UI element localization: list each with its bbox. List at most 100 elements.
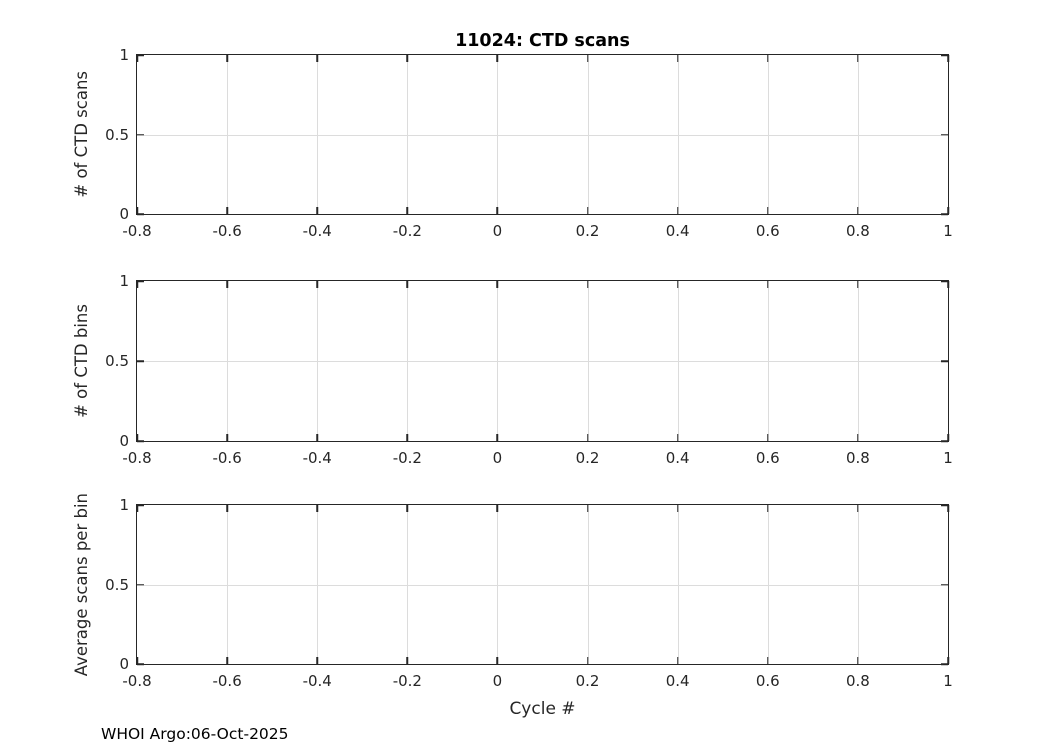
- x-axis-tick-top: [857, 281, 859, 288]
- plot-area-ctd-scans: -0.8 -0.6 -0.4 -0.2 0 0.2 0.4 0.6 0.8 1 0 0.5 1: [105, 46, 953, 240]
- x-axis-tick-top: [406, 55, 409, 62]
- plot-area-avg-scans: -0.8 -0.6 -0.4 -0.2 0 0.2 0.4 0.6 0.8 1 0 0.5 1: [105, 496, 953, 690]
- x-axis-tick-top: [316, 505, 318, 512]
- x-axis-tick-top: [226, 281, 228, 288]
- x-tick-label: 0.8: [845, 672, 870, 690]
- y-axis-label-avg-scans: Average scans per bin: [71, 492, 91, 677]
- y-axis-label-ctd-scans: # of CTD scans: [71, 71, 91, 198]
- x-axis-tick-top: [947, 281, 949, 288]
- x-axis-tick-bottom: [496, 657, 499, 664]
- x-axis-tick-bottom: [406, 207, 409, 214]
- x-tick-label: -0.8: [122, 672, 152, 690]
- x-tick-label: 0.6: [755, 672, 780, 690]
- x-axis-tick-top: [676, 281, 679, 288]
- x-axis-tick-top: [136, 505, 138, 512]
- x-axis-tick-bottom: [676, 434, 679, 441]
- x-axis-tick-top: [767, 281, 769, 288]
- x-axis-tick-bottom: [767, 207, 769, 214]
- x-axis-tick-top: [676, 55, 679, 62]
- x-axis-tick-top: [406, 281, 409, 288]
- y-axis-tick-right: [941, 663, 948, 665]
- y-axis-tick-left: [137, 133, 144, 136]
- y-tick-label: 0.5: [105, 352, 129, 370]
- x-tick-label: 0.6: [755, 222, 780, 240]
- x-axis-tick-bottom: [857, 207, 859, 214]
- y-axis-label-wrap: # of CTD bins: [68, 280, 94, 442]
- y-axis-tick-left: [137, 663, 144, 665]
- x-axis-tick-top: [496, 281, 499, 288]
- y-axis-tick-left: [137, 504, 144, 506]
- x-axis-label: Cycle #: [509, 699, 576, 719]
- x-tick-label: -0.8: [122, 449, 152, 467]
- x-axis-tick-top: [406, 505, 409, 512]
- x-axis-tick-bottom: [226, 434, 228, 441]
- x-tick-label: -0.4: [302, 222, 332, 240]
- y-tick-label: 1: [119, 496, 129, 514]
- y-axis-tick-right: [941, 54, 948, 56]
- x-axis-tick-bottom: [586, 657, 589, 664]
- x-tick-label: 1: [943, 222, 953, 240]
- x-tick-label: -0.6: [212, 672, 242, 690]
- x-axis-tick-top: [136, 281, 138, 288]
- x-tick-label: 0.6: [755, 449, 780, 467]
- x-axis-tick-top: [496, 505, 499, 512]
- x-axis-tick-top: [676, 505, 679, 512]
- x-tick-label: -0.6: [212, 222, 242, 240]
- x-axis-tick-bottom: [586, 434, 589, 441]
- x-tick-label: -0.2: [392, 222, 422, 240]
- x-tick-label: 0.2: [575, 672, 600, 690]
- x-axis-tick-top: [226, 505, 228, 512]
- y-axis-label-wrap: # of CTD scans: [68, 54, 94, 215]
- x-tick-label: 0.8: [845, 449, 870, 467]
- x-axis-tick-bottom: [226, 207, 228, 214]
- gridline-horizontal: [137, 584, 948, 586]
- y-axis-tick-left: [137, 440, 144, 442]
- x-axis-tick-top: [496, 55, 499, 62]
- y-axis-tick-right: [941, 133, 948, 136]
- y-axis-tick-left: [137, 583, 144, 586]
- x-axis-tick-bottom: [316, 207, 318, 214]
- y-axis-tick-left: [137, 280, 144, 282]
- x-tick-label: 0.2: [575, 222, 600, 240]
- x-axis-tick-bottom: [586, 207, 589, 214]
- x-tick-label: 0: [492, 449, 503, 467]
- y-axis-tick-right: [941, 504, 948, 506]
- y-tick-label: 0: [119, 205, 129, 223]
- x-axis-tick-bottom: [947, 657, 949, 664]
- y-axis-tick-right: [941, 280, 948, 282]
- y-tick-label: 0: [119, 655, 129, 673]
- x-axis-tick-top: [857, 505, 859, 512]
- y-tick-label: 1: [119, 46, 129, 64]
- x-tick-label: 0: [492, 672, 503, 690]
- x-axis-tick-top: [767, 505, 769, 512]
- y-tick-label: 0.5: [105, 575, 129, 594]
- plot-area-ctd-bins: -0.8 -0.6 -0.4 -0.2 0 0.2 0.4 0.6 0.8 1 0 0.5 1: [105, 272, 953, 467]
- y-tick-label: 0.5: [105, 125, 129, 144]
- x-tick-label: -0.8: [122, 222, 152, 240]
- x-tick-label: 0.8: [845, 222, 870, 240]
- y-axis-label-ctd-bins: # of CTD bins: [71, 304, 91, 418]
- x-axis-tick-top: [586, 55, 589, 62]
- y-axis-tick-left: [137, 360, 144, 362]
- x-tick-label: 1: [943, 449, 953, 467]
- y-axis-tick-right: [941, 583, 948, 586]
- x-axis-tick-bottom: [767, 434, 769, 441]
- x-tick-label: -0.2: [392, 449, 422, 467]
- y-axis-tick-right: [941, 360, 948, 362]
- x-tick-label: 0.4: [665, 449, 690, 467]
- x-axis-tick-top: [226, 55, 228, 62]
- x-tick-label: 0.4: [665, 222, 690, 240]
- x-tick-label: -0.6: [212, 449, 242, 467]
- x-tick-label: -0.2: [392, 672, 422, 690]
- x-tick-label: 1: [943, 672, 953, 690]
- x-axis-tick-top: [767, 55, 769, 62]
- x-axis-tick-top: [316, 55, 318, 62]
- x-axis-tick-bottom: [136, 657, 138, 664]
- x-axis-tick-top: [947, 55, 949, 62]
- subplot-avg-scans: Average scans per bin -0.8 -0.6 -0.4 -0.2 0 0…: [0, 493, 1050, 690]
- x-axis-tick-top: [857, 55, 859, 62]
- x-axis-tick-bottom: [406, 434, 409, 441]
- x-axis-tick-bottom: [496, 207, 499, 214]
- x-axis-tick-bottom: [857, 657, 859, 664]
